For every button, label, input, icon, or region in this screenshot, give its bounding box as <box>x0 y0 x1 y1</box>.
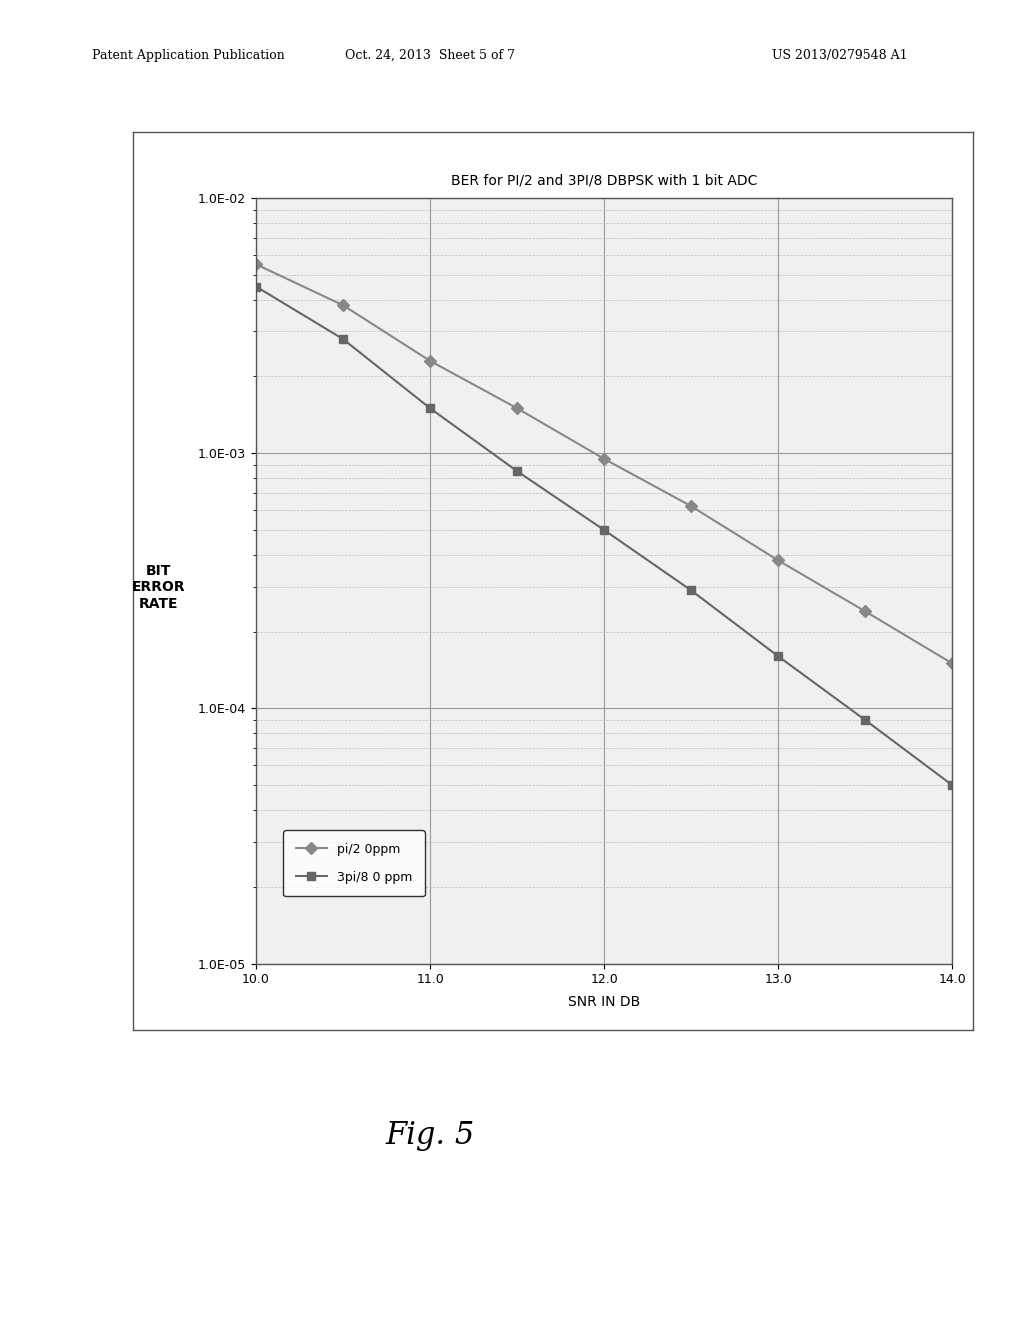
pi/2 0ppm <box>946 656 958 672</box>
3pi/8 0 ppm <box>946 777 958 793</box>
pi/2 0ppm <box>598 451 610 467</box>
X-axis label: SNR IN DB: SNR IN DB <box>568 995 640 1008</box>
pi/2 0ppm <box>772 553 784 569</box>
Title: BER for PI/2 and 3PI/8 DBPSK with 1 bit ADC: BER for PI/2 and 3PI/8 DBPSK with 1 bit … <box>451 173 758 187</box>
3pi/8 0 ppm <box>859 713 871 729</box>
Text: US 2013/0279548 A1: US 2013/0279548 A1 <box>772 49 907 62</box>
pi/2 0ppm <box>250 256 262 272</box>
3pi/8 0 ppm <box>337 331 349 347</box>
Text: BIT
ERROR
RATE: BIT ERROR RATE <box>132 564 185 611</box>
Text: Oct. 24, 2013  Sheet 5 of 7: Oct. 24, 2013 Sheet 5 of 7 <box>345 49 515 62</box>
3pi/8 0 ppm <box>250 279 262 294</box>
3pi/8 0 ppm <box>424 400 436 416</box>
3pi/8 0 ppm <box>598 523 610 539</box>
3pi/8 0 ppm <box>685 582 697 598</box>
pi/2 0ppm <box>859 603 871 619</box>
Legend: pi/2 0ppm, 3pi/8 0 ppm: pi/2 0ppm, 3pi/8 0 ppm <box>284 830 425 896</box>
pi/2 0ppm <box>511 400 523 416</box>
Text: Patent Application Publication: Patent Application Publication <box>92 49 285 62</box>
pi/2 0ppm <box>424 352 436 368</box>
pi/2 0ppm <box>685 498 697 513</box>
Line: pi/2 0ppm: pi/2 0ppm <box>252 260 956 668</box>
3pi/8 0 ppm <box>511 463 523 479</box>
pi/2 0ppm <box>337 297 349 313</box>
Text: Fig. 5: Fig. 5 <box>385 1119 475 1151</box>
Line: 3pi/8 0 ppm: 3pi/8 0 ppm <box>252 282 956 789</box>
3pi/8 0 ppm <box>772 648 784 664</box>
